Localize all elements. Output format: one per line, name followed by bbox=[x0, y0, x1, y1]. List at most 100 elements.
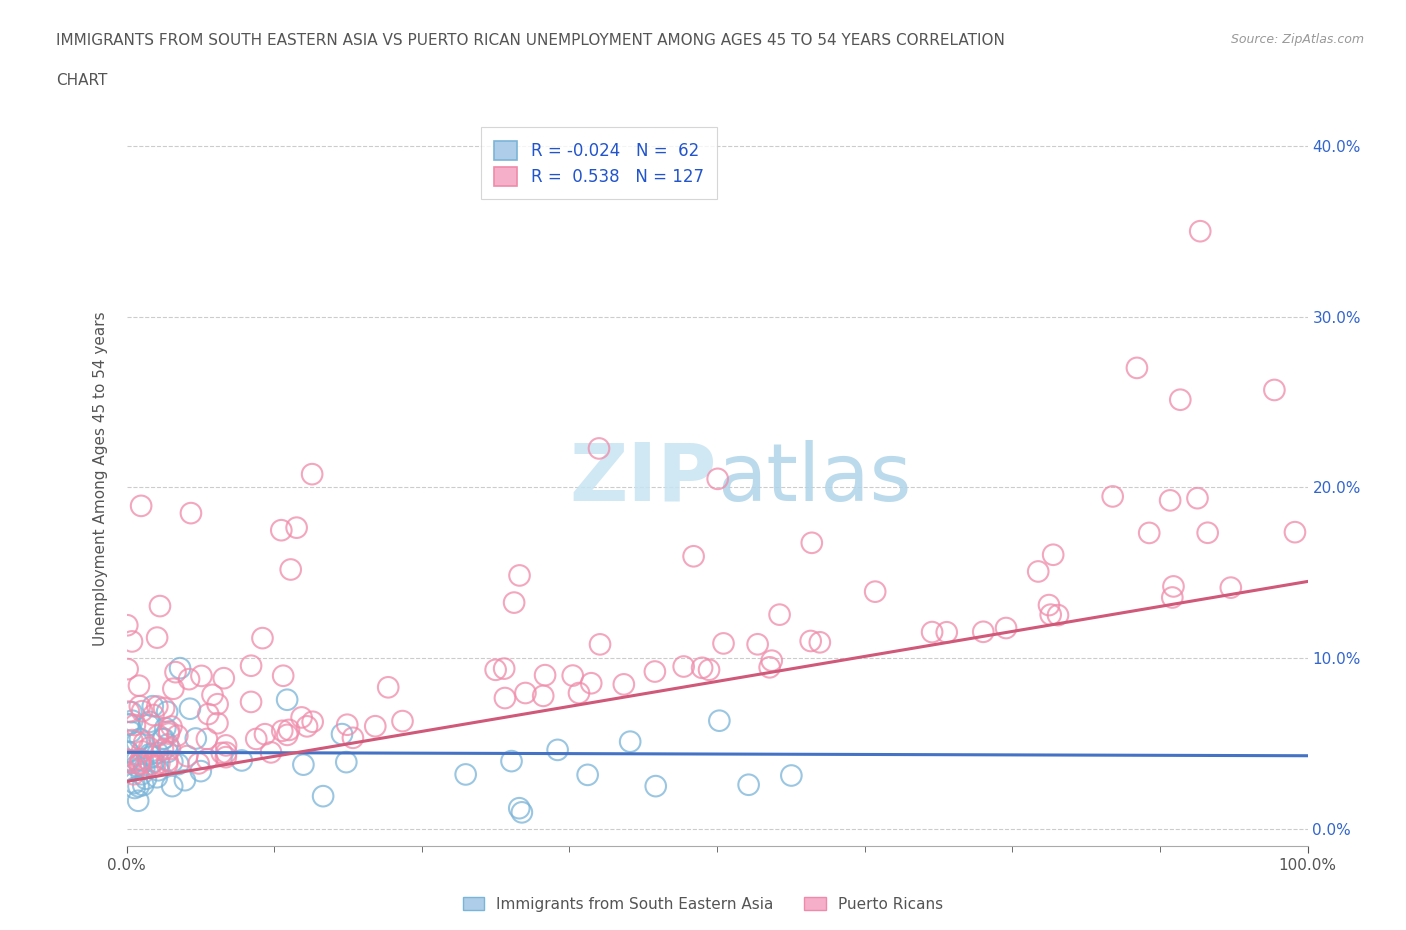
Point bbox=[510, 804, 533, 819]
Point bbox=[336, 717, 359, 732]
Point bbox=[138, 740, 160, 755]
Point bbox=[162, 754, 184, 769]
Point bbox=[972, 624, 994, 639]
Text: CHART: CHART bbox=[56, 73, 108, 87]
Point bbox=[278, 723, 301, 737]
Legend: R = -0.024   N =  62, R =  0.538   N = 127: R = -0.024 N = 62, R = 0.538 N = 127 bbox=[481, 127, 717, 199]
Point bbox=[276, 727, 298, 742]
Point bbox=[503, 595, 526, 610]
Point bbox=[125, 735, 148, 750]
Point bbox=[935, 625, 957, 640]
Point bbox=[561, 668, 583, 683]
Point bbox=[117, 754, 139, 769]
Point bbox=[129, 732, 152, 747]
Point bbox=[128, 698, 150, 713]
Point bbox=[132, 753, 155, 768]
Point bbox=[252, 631, 274, 645]
Point bbox=[494, 691, 516, 706]
Point bbox=[121, 733, 143, 748]
Point bbox=[166, 728, 188, 743]
Point bbox=[117, 752, 139, 767]
Point bbox=[190, 764, 212, 778]
Point bbox=[173, 773, 195, 788]
Point bbox=[995, 620, 1018, 635]
Point bbox=[121, 634, 143, 649]
Point bbox=[118, 717, 141, 732]
Point bbox=[613, 677, 636, 692]
Point bbox=[142, 754, 165, 769]
Point bbox=[139, 747, 162, 762]
Point bbox=[165, 665, 187, 680]
Point bbox=[180, 506, 202, 521]
Point bbox=[124, 718, 146, 733]
Point bbox=[152, 732, 174, 747]
Point bbox=[1263, 382, 1285, 397]
Point bbox=[301, 714, 323, 729]
Legend: Immigrants from South Eastern Asia, Puerto Ricans: Immigrants from South Eastern Asia, Puer… bbox=[457, 890, 949, 918]
Point bbox=[295, 719, 318, 734]
Point bbox=[515, 685, 537, 700]
Text: Source: ZipAtlas.com: Source: ZipAtlas.com bbox=[1230, 33, 1364, 46]
Point bbox=[280, 562, 302, 577]
Point bbox=[152, 731, 174, 746]
Point bbox=[706, 472, 728, 486]
Point bbox=[697, 662, 720, 677]
Point bbox=[122, 776, 145, 790]
Point bbox=[134, 736, 156, 751]
Point bbox=[121, 713, 143, 728]
Point bbox=[187, 756, 209, 771]
Y-axis label: Unemployment Among Ages 45 to 54 years: Unemployment Among Ages 45 to 54 years bbox=[93, 312, 108, 646]
Point bbox=[146, 746, 169, 761]
Point bbox=[129, 755, 152, 770]
Point bbox=[509, 568, 531, 583]
Point bbox=[156, 745, 179, 760]
Point bbox=[758, 660, 780, 675]
Point bbox=[342, 730, 364, 745]
Point bbox=[713, 636, 735, 651]
Point bbox=[231, 753, 253, 768]
Point bbox=[1101, 489, 1123, 504]
Text: IMMIGRANTS FROM SOUTH EASTERN ASIA VS PUERTO RICAN UNEMPLOYMENT AMONG AGES 45 TO: IMMIGRANTS FROM SOUTH EASTERN ASIA VS PU… bbox=[56, 33, 1005, 47]
Point bbox=[177, 671, 200, 686]
Point bbox=[547, 742, 569, 757]
Point bbox=[1189, 224, 1212, 239]
Point bbox=[1187, 491, 1209, 506]
Point bbox=[146, 728, 169, 743]
Point bbox=[184, 731, 207, 746]
Point bbox=[128, 678, 150, 693]
Point bbox=[1039, 607, 1062, 622]
Point bbox=[531, 688, 554, 703]
Point bbox=[201, 687, 224, 702]
Point bbox=[245, 732, 267, 747]
Point bbox=[485, 662, 508, 677]
Point bbox=[1159, 493, 1181, 508]
Point bbox=[169, 660, 191, 675]
Point bbox=[131, 744, 153, 759]
Point bbox=[391, 713, 413, 728]
Point bbox=[377, 680, 399, 695]
Point bbox=[1038, 598, 1060, 613]
Point bbox=[709, 713, 731, 728]
Point bbox=[118, 717, 141, 732]
Point bbox=[142, 708, 165, 723]
Point bbox=[1026, 564, 1049, 578]
Point bbox=[330, 726, 353, 741]
Point bbox=[197, 707, 219, 722]
Point bbox=[768, 607, 790, 622]
Point bbox=[125, 758, 148, 773]
Point bbox=[132, 777, 155, 792]
Point bbox=[118, 704, 141, 719]
Point bbox=[127, 793, 149, 808]
Point bbox=[863, 584, 886, 599]
Point bbox=[364, 719, 387, 734]
Point bbox=[576, 767, 599, 782]
Point bbox=[207, 697, 229, 711]
Point bbox=[1042, 548, 1064, 563]
Point bbox=[271, 724, 294, 738]
Point bbox=[117, 661, 139, 676]
Point bbox=[135, 771, 157, 786]
Point bbox=[301, 467, 323, 482]
Point bbox=[122, 766, 145, 781]
Point bbox=[508, 801, 530, 816]
Point bbox=[138, 714, 160, 729]
